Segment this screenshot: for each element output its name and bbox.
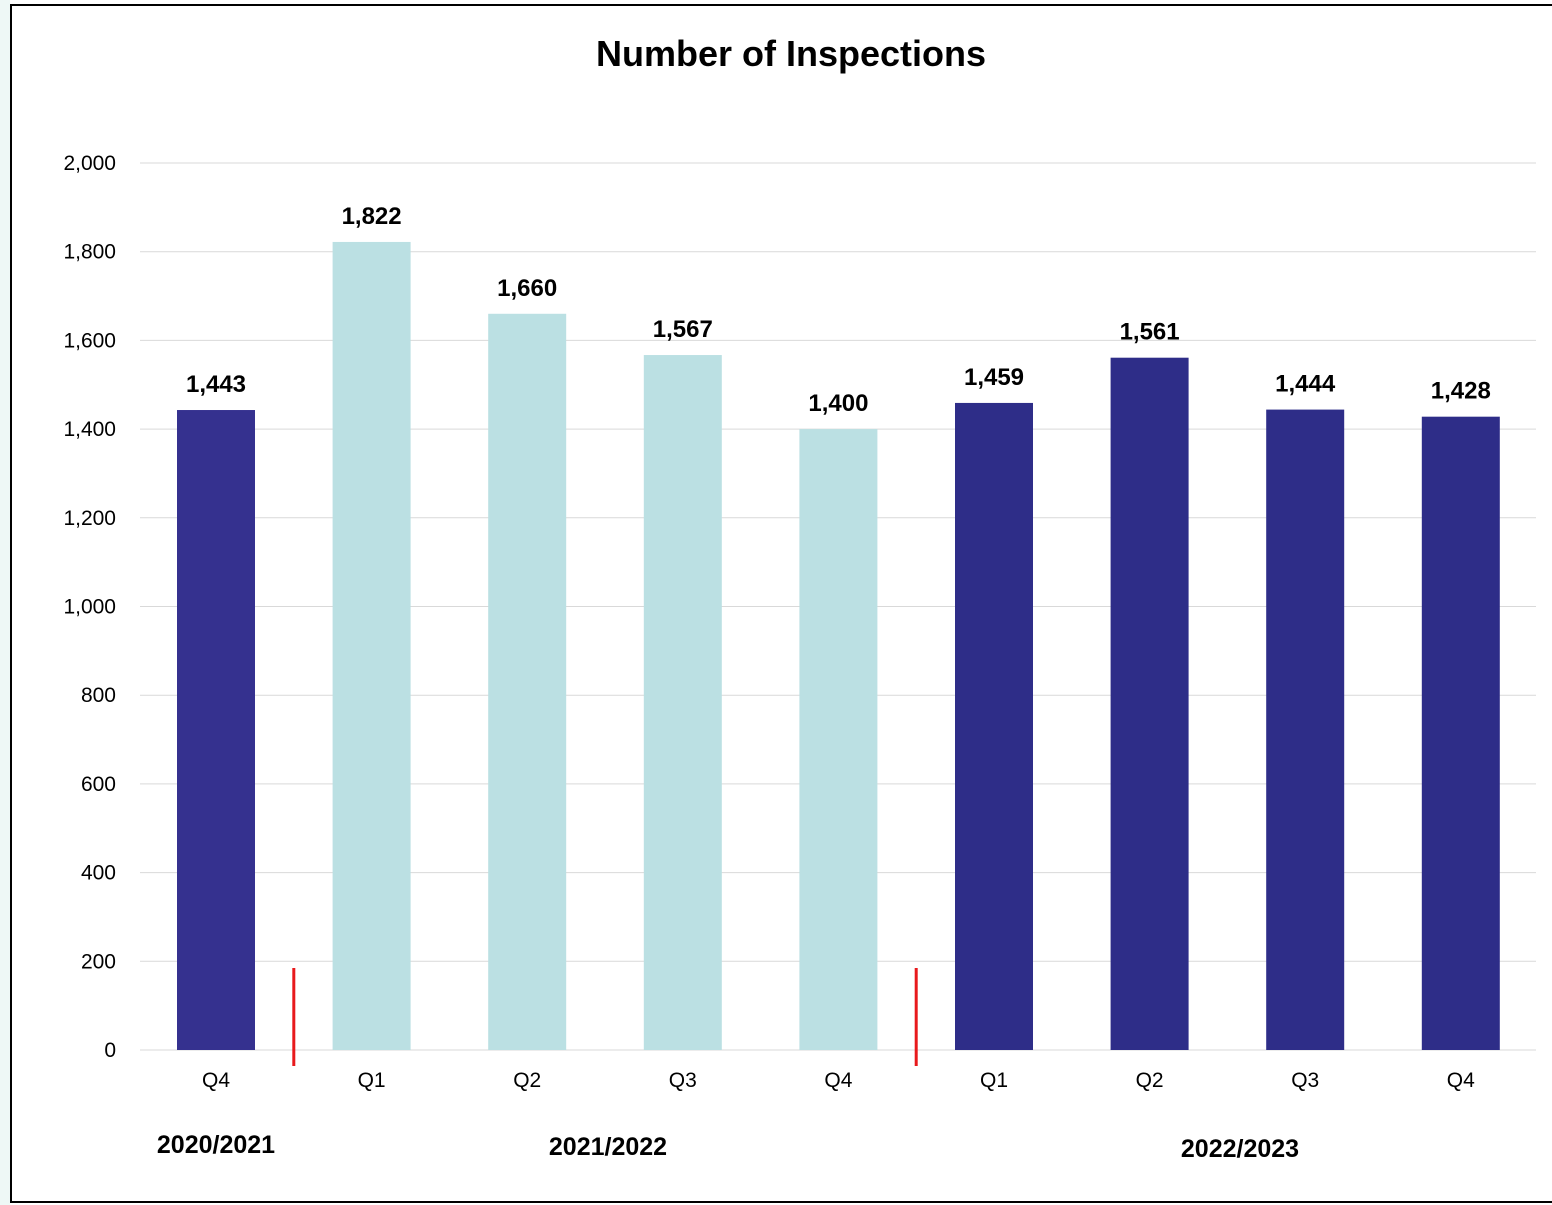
y-tick-label: 400 [81, 862, 116, 885]
y-tick-label: 1,600 [63, 329, 116, 352]
x-axis: Q4 Q1 Q2 Q3 Q4 Q1 Q2 Q3 Q4 [202, 1069, 1475, 1092]
x-tick-label: Q1 [980, 1069, 1008, 1092]
bar [955, 402, 1033, 1051]
data-label: 1,567 [653, 316, 713, 343]
data-label: 1,444 [1275, 371, 1336, 398]
data-label: 1,822 [342, 203, 402, 230]
chart-title: Number of Inspections [596, 33, 986, 74]
year-groups: 2020/2021 2021/2022 2022/2023 [157, 968, 1299, 1163]
y-tick-label: 1,800 [63, 241, 116, 264]
bar [1110, 357, 1189, 1050]
bar [332, 241, 411, 1050]
data-label: 1,561 [1120, 319, 1180, 346]
year-group-label: 2020/2021 [157, 1131, 275, 1159]
bar [1421, 416, 1500, 1050]
y-tick-label: 800 [81, 684, 116, 707]
y-tick-label: 1,400 [63, 418, 116, 441]
data-label: 1,459 [964, 364, 1024, 391]
bar [643, 355, 722, 1050]
y-tick-label: 1,000 [63, 596, 116, 619]
left-edge-strip [0, 0, 10, 1205]
bar [1266, 409, 1345, 1050]
x-tick-label: Q2 [513, 1069, 541, 1092]
x-tick-label: Q4 [824, 1069, 852, 1092]
y-tick-label: 200 [81, 950, 116, 973]
data-label: 1,400 [808, 390, 868, 417]
data-label: 1,443 [186, 371, 246, 398]
data-label: 1,660 [497, 275, 557, 302]
bar [177, 410, 255, 1050]
data-label: 1,428 [1431, 378, 1491, 405]
y-axis: 0 200 400 600 800 1,000 1,200 1,400 1,600 1,800 2,… [63, 152, 116, 1062]
x-tick-label: Q4 [1447, 1069, 1475, 1092]
bar [799, 429, 878, 1051]
bar [488, 313, 567, 1050]
y-tick-label: 0 [104, 1039, 116, 1062]
x-tick-label: Q3 [669, 1069, 697, 1092]
bars [177, 241, 1500, 1051]
y-tick-label: 600 [81, 773, 116, 796]
x-tick-label: Q2 [1136, 1069, 1164, 1092]
x-tick-label: Q1 [358, 1069, 386, 1092]
year-group-label: 2021/2022 [549, 1133, 667, 1161]
y-tick-label: 2,000 [63, 152, 116, 175]
x-tick-label: Q3 [1291, 1069, 1319, 1092]
x-tick-label: Q4 [202, 1069, 230, 1092]
year-group-label: 2022/2023 [1181, 1135, 1299, 1163]
data-labels: 1,443 1,822 1,660 1,567 1,400 1,459 1,561 1,444… [186, 203, 1491, 417]
y-tick-label: 1,200 [63, 507, 116, 530]
